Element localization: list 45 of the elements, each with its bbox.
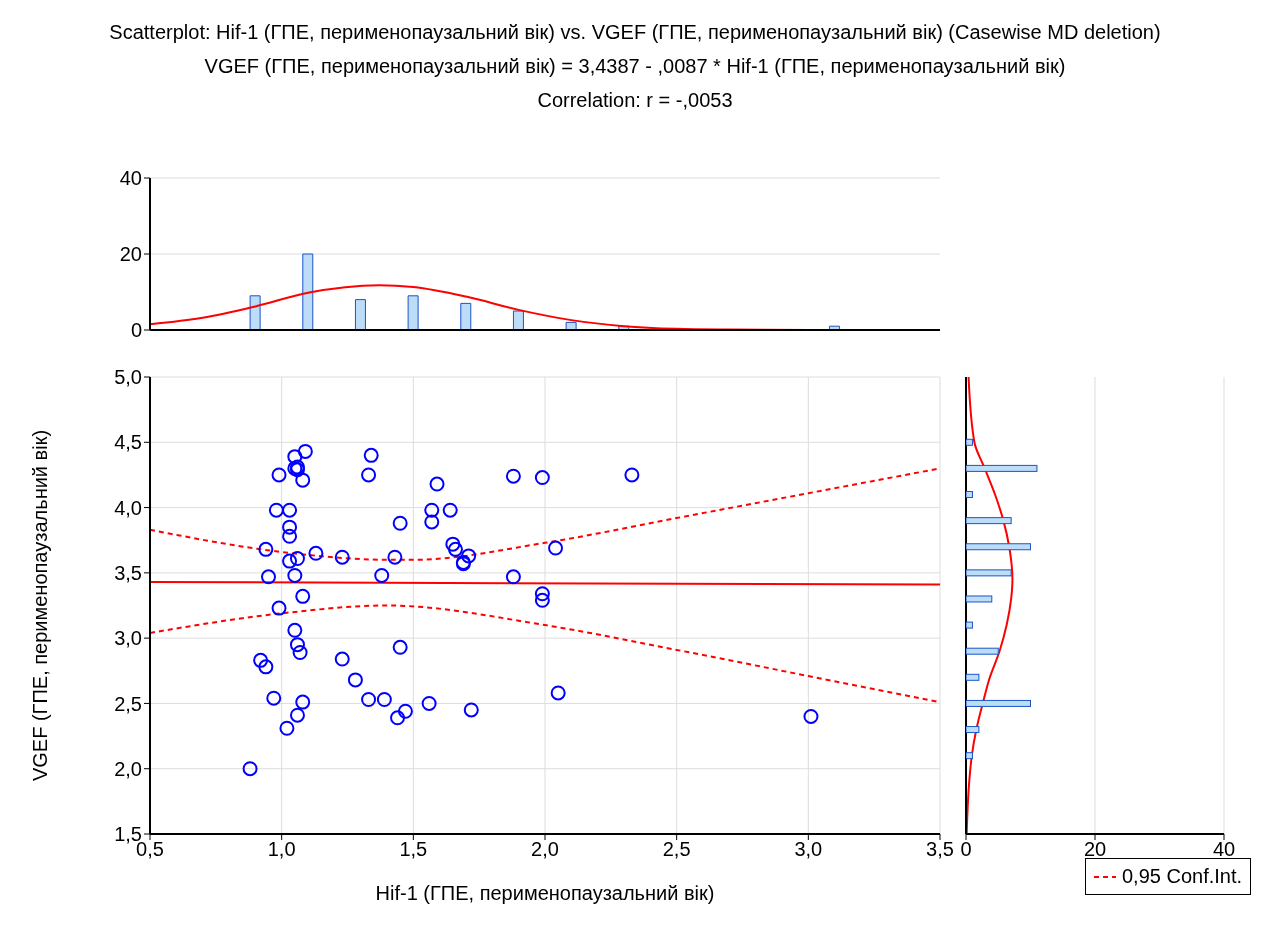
bar: [966, 438, 973, 446]
x-axis-title: Hif-1 (ГПЕ, перименопаузальний вік): [375, 882, 715, 904]
y-tick-label: 0: [130, 319, 142, 342]
x-tick-label: 40: [1212, 838, 1236, 861]
bar: [354, 299, 366, 330]
x-tick-label: 2,0: [531, 838, 559, 861]
y-tick-label: 3,5: [114, 561, 142, 584]
bar: [966, 621, 973, 629]
x-tick-label: 3,0: [794, 838, 823, 861]
bar: [460, 302, 472, 330]
x-tick-label: 20: [1083, 838, 1107, 861]
y-tick-label: 4,0: [114, 496, 142, 519]
y-tick-label: 2,5: [114, 692, 142, 715]
bar: [249, 295, 261, 330]
chart-subtitle: VGEF (ГПЕ, перименопаузальний вік) = 3,4387 - ,0087 * Hif-1 (ГПЕ, перименопаузальний вік): [203, 54, 1067, 79]
bar: [966, 647, 999, 655]
bar: [966, 543, 1031, 551]
x-tick-label: 3,5: [926, 838, 954, 861]
bar: [966, 699, 1031, 707]
bar: [966, 595, 993, 603]
y-tick-label: 20: [119, 243, 142, 266]
y-tick-label: 5,0: [114, 366, 142, 389]
bar: [512, 310, 524, 330]
x-tick-label: 1,0: [267, 838, 296, 861]
y-axis-title: VGEF (ГПЕ, перименопаузальний вік): [29, 429, 52, 782]
bar: [966, 673, 980, 681]
x-tick-label: 2,5: [662, 838, 691, 861]
y-tick-label: 3,0: [114, 627, 142, 650]
bar: [966, 464, 1038, 472]
bar: [966, 517, 1012, 525]
chart-title: Scatterplot: Hif-1 (ГПЕ, перименопаузальний вік) vs. VGEF (ГПЕ, перименопаузальний вік) (Casewise MD deletion): [108, 20, 1162, 45]
bar: [966, 569, 1012, 577]
bar: [966, 726, 980, 734]
y-tick-label: 2,0: [114, 757, 142, 780]
bar: [966, 491, 973, 499]
x-tick-label: 1,5: [399, 838, 428, 861]
y-tick-label: 40: [119, 167, 142, 190]
bar: [407, 295, 419, 330]
legend-label: 0,95 Conf.Int.: [1122, 865, 1243, 888]
x-tick-label: 0: [960, 838, 972, 861]
bar: [565, 321, 577, 330]
bar: [966, 752, 973, 760]
text: Correlation: r = -,0053: [536, 88, 734, 113]
bar: [302, 253, 314, 330]
y-tick-label: 4,5: [114, 431, 142, 454]
